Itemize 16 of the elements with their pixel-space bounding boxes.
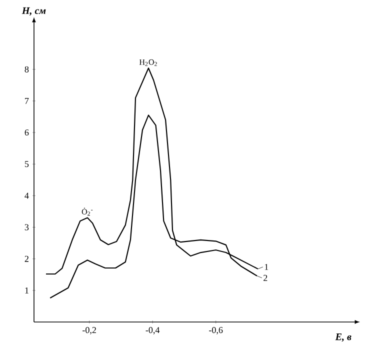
y-tick-label: 2 [24,256,28,262]
legend-label: 1 [264,264,268,270]
x-tick-label: -0,6 [209,327,223,334]
y-tick-label: 6 [24,130,29,136]
annotation: H$_{2}$O$_{2}$ [139,59,157,66]
x-tick-label: -0,2 [82,327,96,334]
x-axis-title: E, в [335,334,352,342]
x-tick-label: -0,4 [146,327,160,334]
y-tick-label: 5 [24,161,29,168]
y-tick-label: 8 [24,66,29,72]
y-tick-label: 1 [25,287,28,294]
y-axis-title: H, см [22,7,46,16]
y-tick-label: 7 [25,98,29,104]
y-tick-label: 3 [24,224,29,230]
legend-label: 2 [264,274,268,281]
y-tick-label: 4 [24,192,29,199]
